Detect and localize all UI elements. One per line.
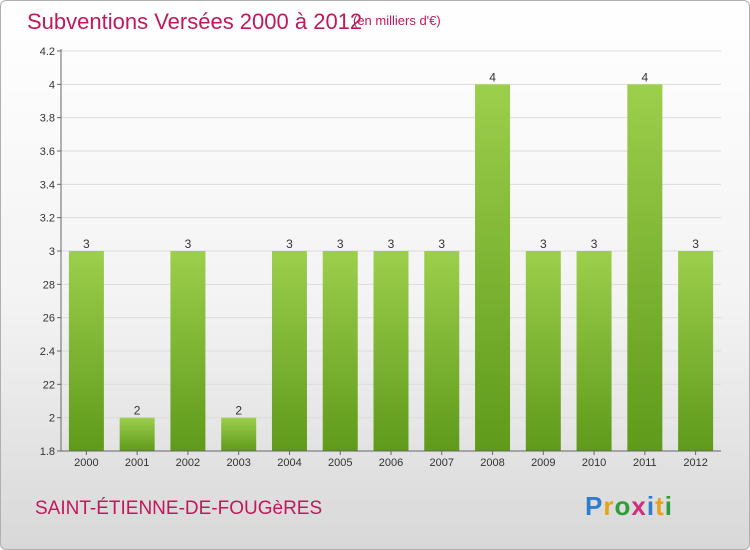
x-tick-label: 2009 bbox=[531, 457, 555, 469]
x-tick-label: 2008 bbox=[480, 457, 504, 469]
y-tick-label: 28 bbox=[43, 279, 55, 291]
bar bbox=[627, 84, 663, 451]
x-tick-label: 2005 bbox=[328, 457, 352, 469]
bar-value-label: 3 bbox=[185, 237, 192, 251]
y-tick-label: 3.2 bbox=[40, 213, 55, 225]
proxiti-logo: Proxiti bbox=[585, 491, 673, 522]
y-tick-label: 2 bbox=[49, 413, 55, 425]
bar bbox=[525, 251, 561, 451]
y-tick-label: 3 bbox=[49, 246, 55, 258]
bar bbox=[119, 417, 155, 451]
x-tick-label: 2010 bbox=[582, 457, 606, 469]
logo-letter: r bbox=[603, 491, 615, 521]
x-tick-label: 2003 bbox=[226, 457, 250, 469]
bar-value-label: 3 bbox=[83, 237, 90, 251]
x-tick-label: 2011 bbox=[633, 457, 657, 469]
x-tick-label: 2006 bbox=[379, 457, 403, 469]
commune-name: SAINT-ÉTIENNE-DE-FOUGèRES bbox=[35, 498, 323, 519]
y-tick-label: 4 bbox=[49, 79, 55, 91]
bar-value-label: 3 bbox=[591, 237, 598, 251]
y-tick-label: 3.6 bbox=[40, 146, 55, 158]
bar bbox=[475, 84, 511, 451]
y-tick-label: 22 bbox=[43, 379, 55, 391]
bar bbox=[221, 417, 257, 451]
logo-letter: o bbox=[614, 491, 632, 521]
logo-letter: i bbox=[646, 491, 656, 521]
chart-unit: (en milliers d'€) bbox=[353, 13, 441, 28]
bar-value-label: 2 bbox=[134, 404, 141, 418]
y-tick-label: 26 bbox=[43, 313, 55, 325]
bar-value-label: 4 bbox=[489, 70, 496, 84]
bar-value-label: 3 bbox=[337, 237, 344, 251]
bar bbox=[678, 251, 714, 451]
y-tick-label: 2.4 bbox=[40, 346, 55, 358]
logo-letter: t bbox=[655, 491, 665, 521]
x-tick-label: 2001 bbox=[125, 457, 149, 469]
y-tick-label: 4.2 bbox=[40, 46, 55, 58]
bar-value-label: 3 bbox=[692, 237, 699, 251]
bar bbox=[424, 251, 460, 451]
bar-value-label: 3 bbox=[540, 237, 547, 251]
x-tick-label: 2000 bbox=[74, 457, 98, 469]
y-tick-label: 1.8 bbox=[40, 446, 55, 458]
bar bbox=[576, 251, 612, 451]
bar-value-label: 2 bbox=[235, 404, 242, 418]
bar bbox=[271, 251, 307, 451]
bar bbox=[322, 251, 358, 451]
x-tick-label: 2004 bbox=[277, 457, 301, 469]
bar bbox=[373, 251, 409, 451]
x-tick-label: 2012 bbox=[683, 457, 707, 469]
logo-letter: x bbox=[631, 491, 647, 521]
bar-value-label: 4 bbox=[642, 70, 649, 84]
bar-value-label: 3 bbox=[438, 237, 445, 251]
x-tick-label: 2002 bbox=[176, 457, 200, 469]
chart-title: Subventions Versées 2000 à 2012 bbox=[27, 9, 363, 34]
y-tick-label: 3.8 bbox=[40, 113, 55, 125]
bar bbox=[170, 251, 206, 451]
bar-value-label: 3 bbox=[388, 237, 395, 251]
bar-value-label: 3 bbox=[286, 237, 293, 251]
y-tick-label: 3.4 bbox=[40, 179, 55, 191]
logo-letter: i bbox=[664, 491, 673, 521]
bar bbox=[68, 251, 104, 451]
x-tick-label: 2007 bbox=[430, 457, 454, 469]
logo-letter: P bbox=[585, 491, 604, 521]
